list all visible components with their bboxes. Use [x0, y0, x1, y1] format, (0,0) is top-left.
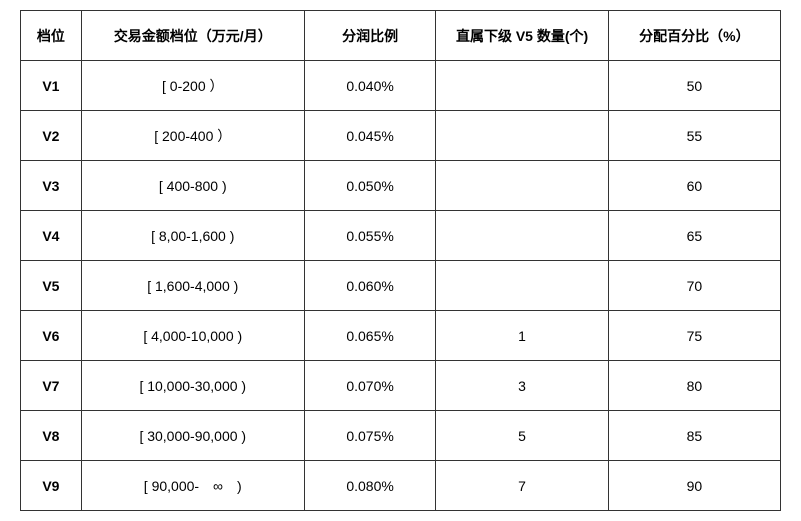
table-header-row: 档位 交易金额档位（万元/月） 分润比例 直属下级 V5 数量(个) 分配百分比… — [21, 11, 781, 61]
cell-level: V3 — [21, 161, 82, 211]
table-row: V8 [ 30,000-90,000 ) 0.075% 5 85 — [21, 411, 781, 461]
cell-level: V2 — [21, 111, 82, 161]
cell-v5count: 7 — [436, 461, 608, 511]
cell-percent: 90 — [608, 461, 780, 511]
cell-percent: 50 — [608, 61, 780, 111]
cell-ratio: 0.060% — [304, 261, 436, 311]
cell-amount: [ 10,000-30,000 ) — [81, 361, 304, 411]
table-row: V1 [ 0-200 ） 0.040% 50 — [21, 61, 781, 111]
cell-v5count — [436, 161, 608, 211]
cell-ratio: 0.080% — [304, 461, 436, 511]
cell-percent: 75 — [608, 311, 780, 361]
cell-v5count — [436, 61, 608, 111]
table-row: V6 [ 4,000-10,000 ) 0.065% 1 75 — [21, 311, 781, 361]
cell-level: V8 — [21, 411, 82, 461]
cell-ratio: 0.050% — [304, 161, 436, 211]
cell-amount: [ 200-400 ） — [81, 111, 304, 161]
cell-amount: [ 1,600-4,000 ) — [81, 261, 304, 311]
header-v5count: 直属下级 V5 数量(个) — [436, 11, 608, 61]
cell-ratio: 0.040% — [304, 61, 436, 111]
cell-percent: 60 — [608, 161, 780, 211]
cell-percent: 65 — [608, 211, 780, 261]
table-row: V9 [ 90,000- ∞ ) 0.080% 7 90 — [21, 461, 781, 511]
cell-v5count: 3 — [436, 361, 608, 411]
cell-ratio: 0.070% — [304, 361, 436, 411]
cell-percent: 70 — [608, 261, 780, 311]
cell-v5count — [436, 261, 608, 311]
cell-percent: 80 — [608, 361, 780, 411]
header-ratio: 分润比例 — [304, 11, 436, 61]
cell-level: V4 — [21, 211, 82, 261]
cell-amount: [ 30,000-90,000 ) — [81, 411, 304, 461]
cell-level: V9 — [21, 461, 82, 511]
cell-ratio: 0.065% — [304, 311, 436, 361]
cell-amount: [ 0-200 ） — [81, 61, 304, 111]
cell-percent: 55 — [608, 111, 780, 161]
cell-amount: [ 90,000- ∞ ) — [81, 461, 304, 511]
tier-table: 档位 交易金额档位（万元/月） 分润比例 直属下级 V5 数量(个) 分配百分比… — [20, 10, 781, 511]
table-row: V4 [ 8,00-1,600 ) 0.055% 65 — [21, 211, 781, 261]
cell-v5count — [436, 111, 608, 161]
cell-amount: [ 400-800 ) — [81, 161, 304, 211]
header-level: 档位 — [21, 11, 82, 61]
cell-v5count: 5 — [436, 411, 608, 461]
cell-amount: [ 8,00-1,600 ) — [81, 211, 304, 261]
cell-ratio: 0.075% — [304, 411, 436, 461]
cell-ratio: 0.045% — [304, 111, 436, 161]
header-amount: 交易金额档位（万元/月） — [81, 11, 304, 61]
table-row: V7 [ 10,000-30,000 ) 0.070% 3 80 — [21, 361, 781, 411]
cell-level: V7 — [21, 361, 82, 411]
cell-amount: [ 4,000-10,000 ) — [81, 311, 304, 361]
cell-level: V5 — [21, 261, 82, 311]
header-percent: 分配百分比（%） — [608, 11, 780, 61]
table-row: V5 [ 1,600-4,000 ) 0.060% 70 — [21, 261, 781, 311]
table-row: V3 [ 400-800 ) 0.050% 60 — [21, 161, 781, 211]
cell-ratio: 0.055% — [304, 211, 436, 261]
cell-percent: 85 — [608, 411, 780, 461]
table-row: V2 [ 200-400 ） 0.045% 55 — [21, 111, 781, 161]
cell-level: V6 — [21, 311, 82, 361]
cell-level: V1 — [21, 61, 82, 111]
cell-v5count — [436, 211, 608, 261]
cell-v5count: 1 — [436, 311, 608, 361]
